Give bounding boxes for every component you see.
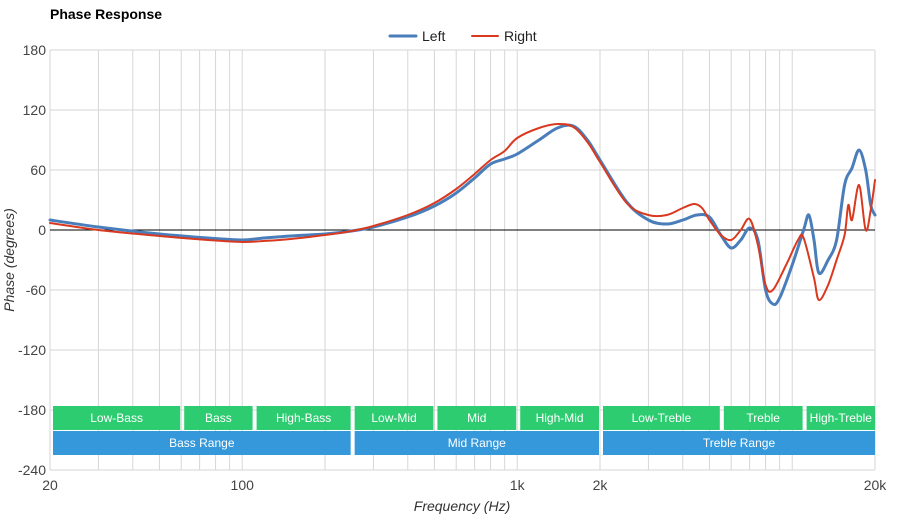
- legend-item-right[interactable]: Right: [471, 28, 537, 44]
- y-tick-label: 0: [38, 222, 46, 238]
- series-line-left: [48, 123, 877, 307]
- x-tick-label: 2k: [593, 477, 609, 493]
- band-label-mid-range: Mid Range: [448, 436, 506, 450]
- band-label-bass: Bass: [205, 411, 232, 425]
- band-label-high-mid: High-Mid: [536, 411, 584, 425]
- legend[interactable]: Left Right: [388, 28, 537, 44]
- x-tick-label: 20k: [864, 477, 888, 493]
- y-tick-label: 180: [23, 42, 47, 58]
- y-tick-label: -240: [18, 462, 46, 478]
- legend-label-left: Left: [422, 28, 445, 44]
- band-label-mid: Mid: [467, 411, 486, 425]
- band-label-high-bass: High-Bass: [276, 411, 331, 425]
- x-axis-title: Frequency (Hz): [414, 498, 510, 514]
- band-high-mid: [520, 406, 599, 430]
- band-label-treble-range: Treble Range: [703, 436, 776, 450]
- band-high-treble: [806, 406, 875, 430]
- band-mid-range: [354, 431, 599, 455]
- y-tick-label: 60: [30, 162, 46, 178]
- band-low-treble: [603, 406, 720, 430]
- y-axis-title: Phase (degrees): [1, 208, 17, 312]
- legend-item-left[interactable]: Left: [388, 28, 445, 44]
- legend-label-right: Right: [504, 28, 537, 44]
- band-mid: [437, 406, 517, 430]
- series-lines: [48, 122, 877, 307]
- chart-title: Phase Response: [50, 6, 163, 22]
- band-label-treble: Treble: [746, 411, 780, 425]
- series-line-right: [49, 122, 876, 302]
- band-low-mid: [354, 406, 434, 430]
- band-bass: [184, 406, 253, 430]
- band-low-bass: [53, 406, 181, 430]
- band-label-low-mid: Low-Mid: [371, 411, 416, 425]
- band-treble-range: [603, 431, 875, 455]
- band-high-bass: [256, 406, 351, 430]
- x-tick-label: 100: [231, 477, 255, 493]
- band-treble: [723, 406, 803, 430]
- band-label-bass-range: Bass Range: [169, 436, 235, 450]
- x-tick-label: 1k: [510, 477, 526, 493]
- band-label-low-bass: Low-Bass: [90, 411, 143, 425]
- band-label-high-treble: High-Treble: [810, 411, 873, 425]
- frequency-bands: Low-Bass Bass High-Bass Low-Mid Mid High-Mid L…: [53, 406, 875, 455]
- y-tick-label: -180: [18, 402, 46, 418]
- band-bass-range: [53, 431, 351, 455]
- y-tick-label: -120: [18, 342, 46, 358]
- band-label-low-treble: Low-Treble: [632, 411, 692, 425]
- y-tick-label: -60: [26, 282, 46, 298]
- x-tick-label: 20: [42, 477, 58, 493]
- grid: [49, 49, 876, 471]
- y-tick-label: 120: [23, 102, 47, 118]
